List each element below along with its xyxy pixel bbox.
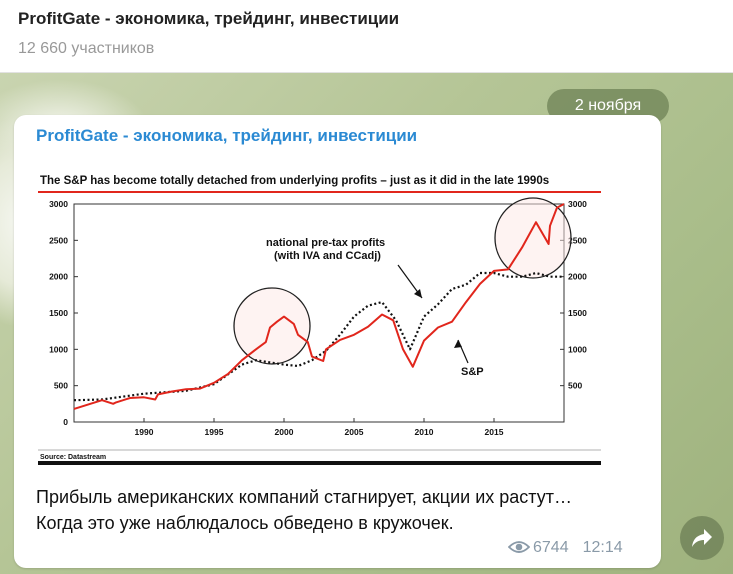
eye-icon [507,540,531,559]
y-tick-label-left: 1500 [49,308,68,318]
post-channel-name[interactable]: ProfitGate - экономика, трейдинг, инвест… [36,126,418,145]
series-layer [73,203,565,410]
chart-title: The S&P has become totally detached from… [40,175,549,187]
plot-frame [73,203,565,423]
chart-image[interactable]: The S&P has become totally detached from… [34,170,605,467]
highlight-circle-2019 [494,197,572,279]
message-time: 12:14 [582,539,623,556]
x-tick-label: 1990 [135,427,154,437]
x-axis: 1990 1995 2000 2005 2010 2015 [135,418,504,437]
chart-svg: The S&P has become totally detached from… [38,175,601,465]
sp-series-line [73,203,565,410]
chart-bottom-bar [38,461,601,465]
y-tick-label-left: 2500 [49,235,68,245]
y-axis-left: 3000 2500 2000 1500 1000 500 0 [49,199,78,427]
view-count: 6744 [533,539,569,556]
profits-label-line2: (with IVA and CCadj) [274,250,381,262]
y-tick-label-left: 2000 [49,272,68,282]
message-line-1: Прибыль американских компаний стагнирует… [36,487,572,507]
message-text: Прибыль американских компаний стагнирует… [36,484,656,536]
x-tick-label: 2010 [415,427,434,437]
profits-arrowhead [414,289,422,298]
sp-arrowhead [454,340,462,348]
channel-title[interactable]: ProfitGate - экономика, трейдинг, инвест… [18,9,400,28]
x-tick-label: 2015 [485,427,504,437]
y-tick-label-right: 1500 [568,308,587,318]
chat-header[interactable]: ProfitGate - экономика, трейдинг, инвест… [0,0,733,73]
x-tick-label: 2000 [275,427,294,437]
chart-source: Source: Datastream [40,454,106,461]
y-tick-label-right: 2000 [568,272,587,282]
profits-series-line [73,271,564,402]
x-tick-label: 2005 [345,427,364,437]
message-meta: 6744 12:14 [507,539,623,559]
message-bubble[interactable]: ProfitGate - экономика, трейдинг, инвест… [14,115,661,568]
share-button[interactable] [680,516,724,560]
profits-label-line1: national pre-tax profits [266,237,385,249]
y-tick-label-left: 1000 [49,344,68,354]
y-tick-label-right: 3000 [568,199,587,209]
y-tick-label-left: 3000 [49,199,68,209]
y-tick-label-left: 0 [63,417,68,427]
y-tick-label-right: 2500 [568,235,587,245]
y-tick-label-left: 500 [54,381,68,391]
x-tick-label: 1995 [205,427,224,437]
sp-label: S&P [461,366,484,378]
message-line-2: Когда это уже наблюдалось обведено в кру… [36,513,454,533]
share-arrow-icon [692,529,712,547]
y-tick-label-right: 500 [568,381,582,391]
y-tick-label-right: 1000 [568,344,587,354]
member-count: 12 660 участников [18,40,155,57]
